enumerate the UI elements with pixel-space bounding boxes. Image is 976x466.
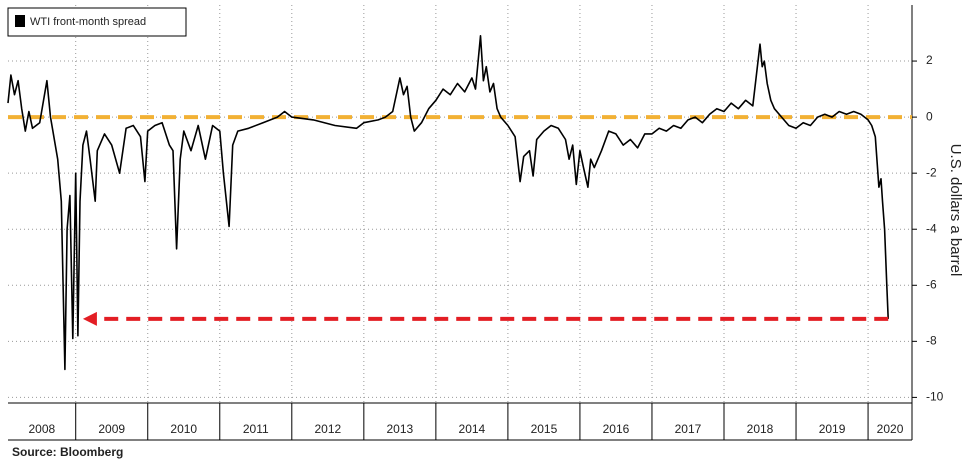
x-tick-label: 2010 xyxy=(170,422,197,436)
x-tick-label: 2015 xyxy=(531,422,558,436)
y-tick-label: -6 xyxy=(926,277,937,291)
series-line xyxy=(7,35,889,371)
x-tick-label: 2017 xyxy=(675,422,702,436)
y-axis-label: U.S. dollars a barrel xyxy=(947,144,964,277)
y-tick-label: -2 xyxy=(926,165,937,179)
x-tick-label: 2019 xyxy=(819,422,846,436)
legend-swatch xyxy=(15,15,25,27)
x-tick-label: 2008 xyxy=(29,422,56,436)
y-tick-label: 2 xyxy=(926,53,933,67)
legend-box xyxy=(7,7,187,37)
x-tick-label: 2018 xyxy=(747,422,774,436)
y-tick-label: -4 xyxy=(926,221,937,235)
y-tick-label: -10 xyxy=(926,390,944,404)
x-tick-label: 2014 xyxy=(459,422,486,436)
x-tick-label: 2013 xyxy=(387,422,414,436)
x-tick-label: 2009 xyxy=(98,422,125,436)
y-tick-label: 0 xyxy=(926,109,933,123)
legend-label: WTI front-month spread xyxy=(30,16,146,28)
arrow-head xyxy=(82,311,97,326)
x-tick-label: 2020 xyxy=(877,422,904,436)
x-tick-label: 2016 xyxy=(603,422,630,436)
x-tick-label: 2012 xyxy=(314,422,341,436)
source: Source: Bloomberg xyxy=(12,445,123,459)
x-tick-label: 2011 xyxy=(243,422,269,436)
y-tick-label: -8 xyxy=(926,334,937,348)
